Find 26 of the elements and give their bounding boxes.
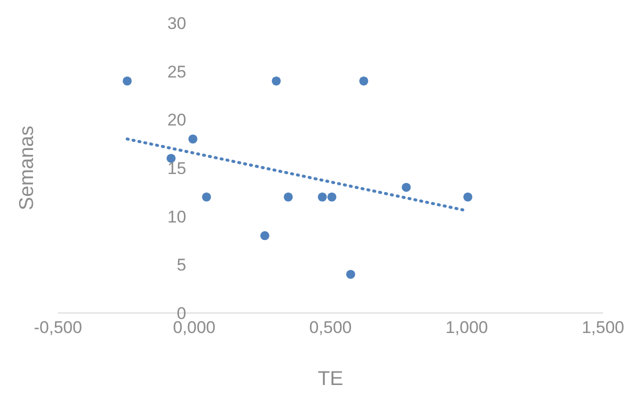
point — [188, 134, 198, 144]
y-tick-label: 30 — [167, 14, 186, 33]
point — [463, 192, 472, 202]
y-tick-label: 10 — [167, 207, 186, 226]
point — [166, 154, 176, 163]
point — [202, 192, 212, 202]
point — [346, 270, 356, 279]
x-tick-label: 0,500 — [309, 318, 352, 338]
point — [318, 192, 327, 202]
point — [272, 76, 281, 86]
point — [402, 182, 411, 192]
y-tick-label: 5 — [176, 256, 186, 275]
point — [284, 192, 293, 202]
y-tick-label: 15 — [167, 159, 186, 178]
x-tick-label: 0,000 — [172, 318, 216, 338]
point — [327, 192, 336, 202]
x-tick-label: -0,500 — [34, 318, 82, 338]
point — [122, 76, 132, 86]
x-tick-label: 1,500 — [582, 318, 624, 338]
x-tick-label: 1,000 — [445, 318, 488, 338]
y-axis-title: Semanas — [16, 126, 38, 210]
point — [359, 76, 368, 86]
point — [260, 231, 270, 240]
y-tick-label: 20 — [167, 110, 186, 130]
y-tick-label: 25 — [167, 62, 186, 82]
x-axis-title: TE — [318, 368, 344, 390]
